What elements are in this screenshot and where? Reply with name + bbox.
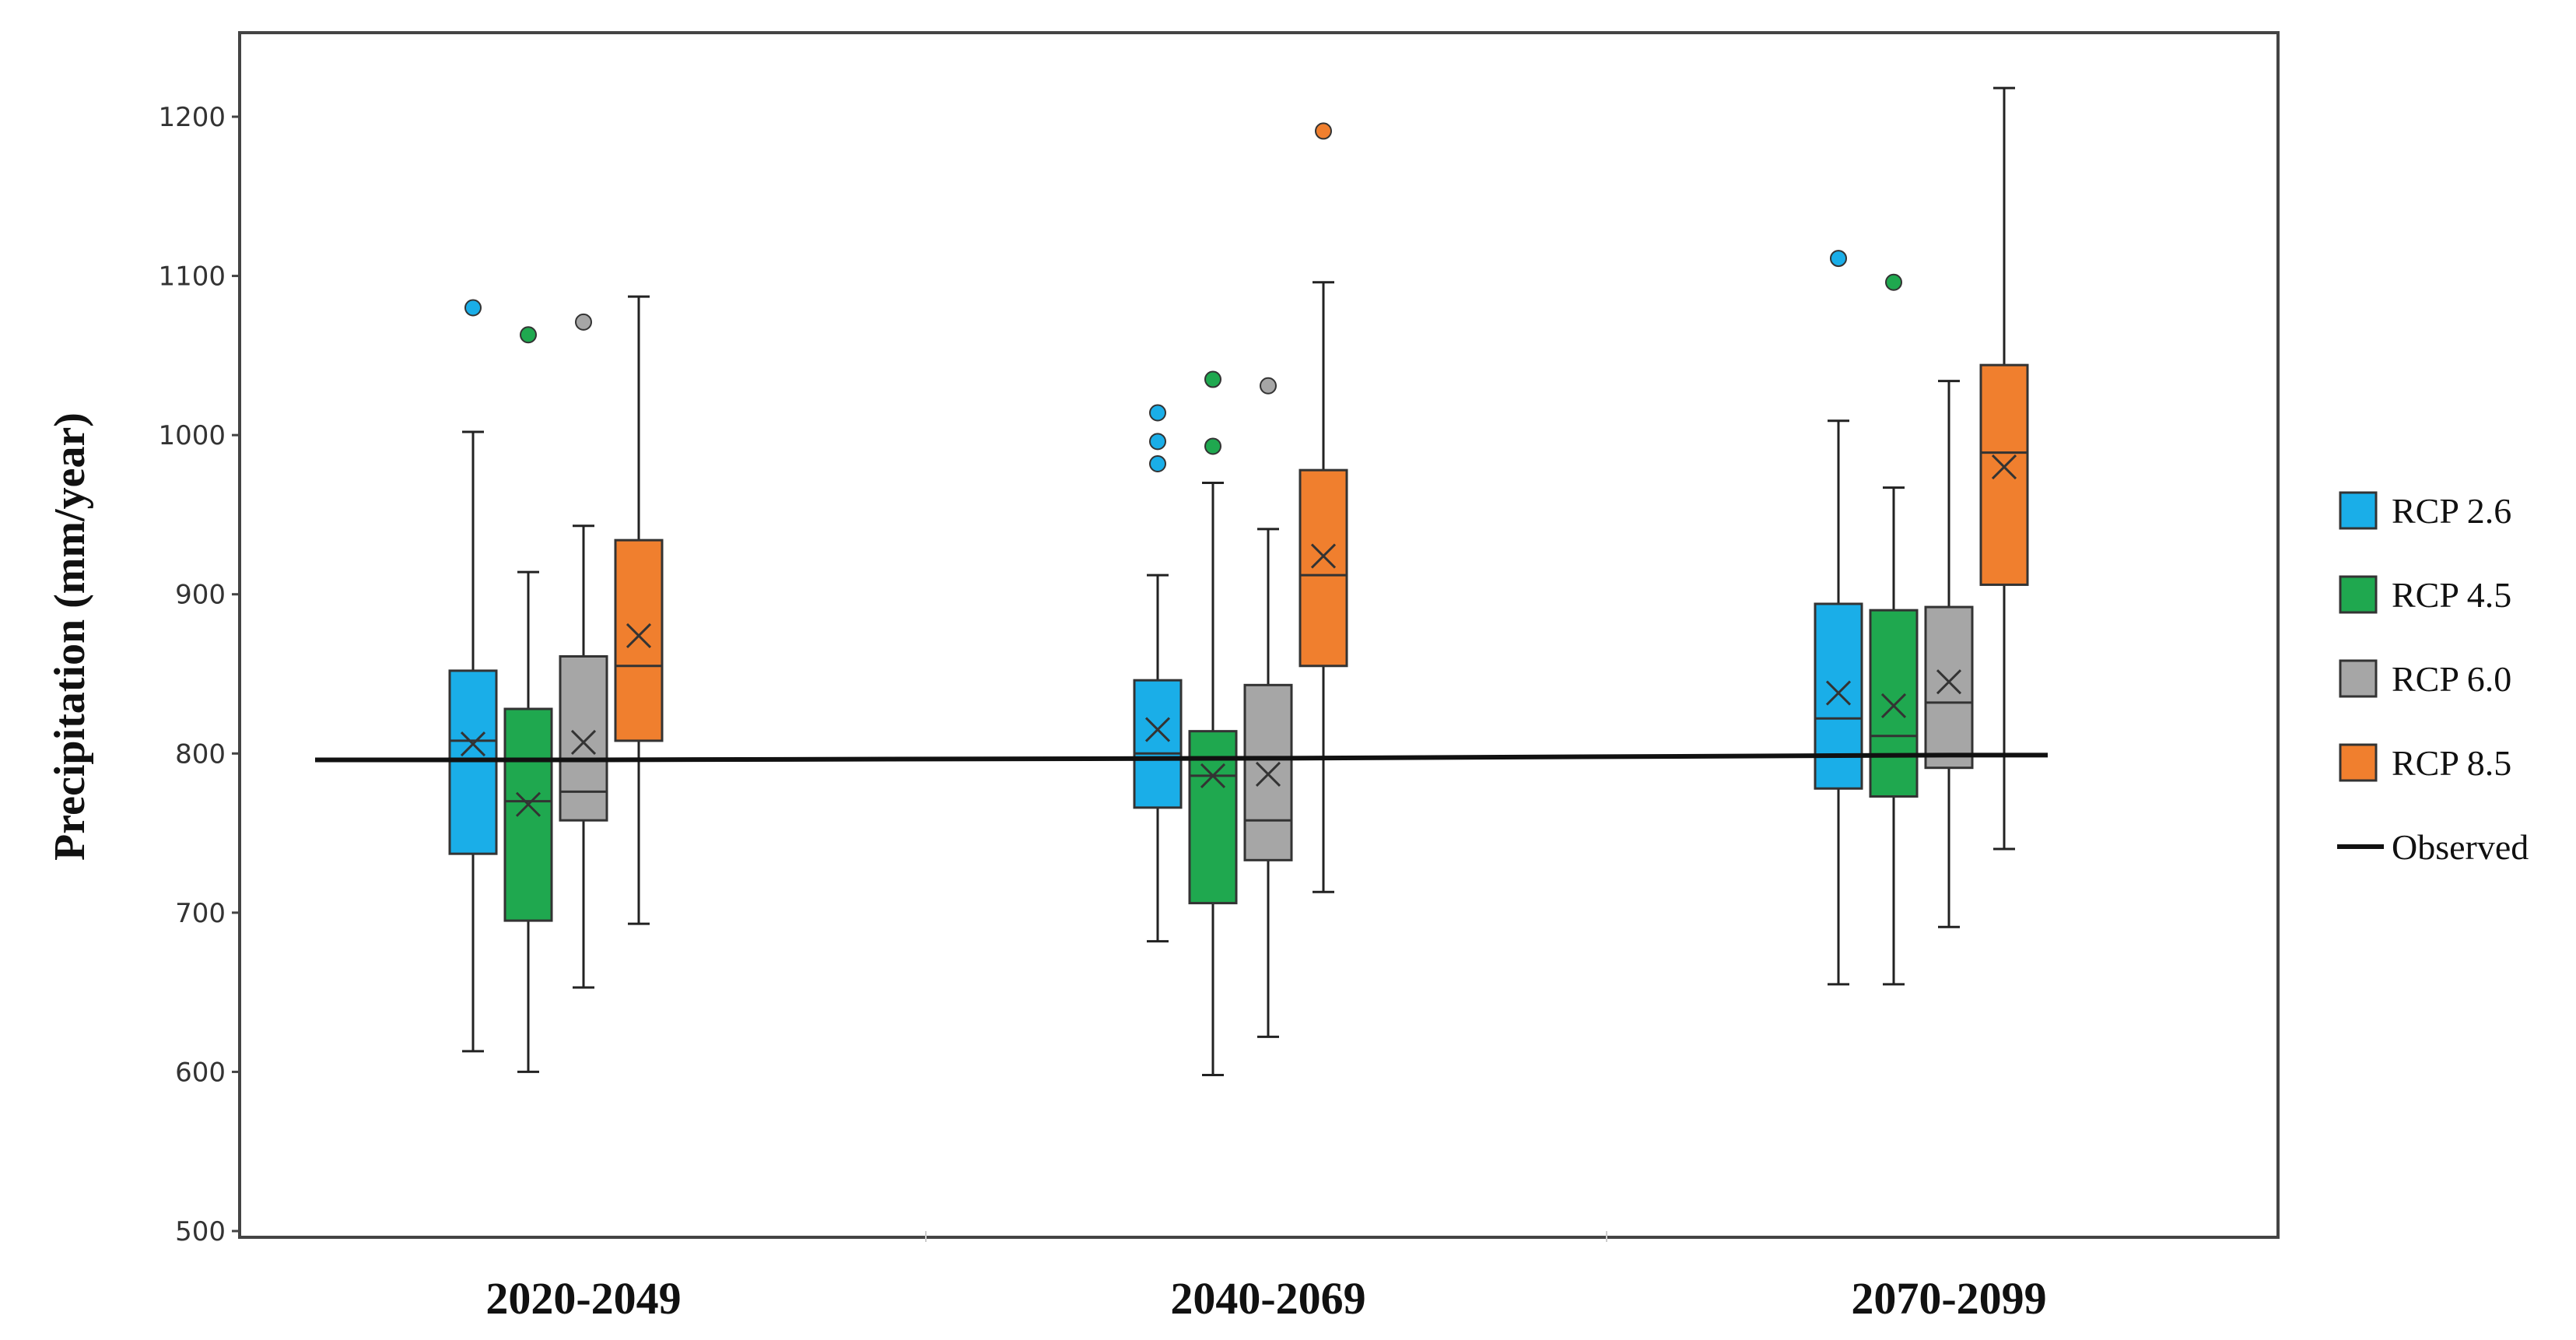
iqr-box <box>448 669 498 855</box>
y-tick-label: 1200 <box>158 102 226 133</box>
iqr-box <box>559 654 608 822</box>
box-rcp85-2040-2069 <box>1299 122 1348 893</box>
mean-marker <box>1936 669 1962 695</box>
legend-label: RCP 4.5 <box>2392 575 2511 615</box>
iqr-box <box>1979 363 2029 586</box>
observed-line <box>315 752 2048 763</box>
box-rcp60-2020-2049 <box>559 313 608 989</box>
outlier-point <box>1204 370 1221 388</box>
y-tick-label: 600 <box>175 1057 226 1088</box>
iqr-box <box>1814 602 1863 790</box>
y-tick-label: 700 <box>175 898 226 929</box>
mean-marker <box>1880 693 1907 718</box>
legend-swatch-rcp26 <box>2339 491 2378 530</box>
iqr-box <box>614 538 664 742</box>
box-rcp45-2070-2099 <box>1869 273 1919 986</box>
mean-marker <box>1144 717 1171 742</box>
iqr-box <box>1243 683 1293 861</box>
legend-swatch-rcp45 <box>2339 575 2378 614</box>
box-rcp85-2070-2099 <box>1979 86 2029 851</box>
mean-marker <box>1310 543 1337 569</box>
y-tick-label: 1100 <box>158 261 226 293</box>
iqr-box <box>1133 679 1183 809</box>
mean-marker <box>1255 761 1281 787</box>
y-tick-label: 800 <box>175 738 226 770</box>
outlier-point <box>1204 437 1221 455</box>
box-rcp26-2020-2049 <box>448 299 498 1053</box>
legend: RCP 2.6 RCP 4.5 RCP 6.0 RCP 8.5 Observed <box>2337 491 2529 867</box>
box-rcp85-2020-2049 <box>614 295 664 925</box>
legend-label: RCP 6.0 <box>2392 659 2511 699</box>
legend-swatch-rcp85 <box>2339 743 2378 782</box>
outlier-point <box>464 299 482 317</box>
outlier-point <box>1315 122 1332 140</box>
mean-marker <box>1200 763 1226 788</box>
x-category-label: 2020-2049 <box>485 1273 681 1324</box>
y-tick-label: 1000 <box>158 420 226 451</box>
outlier-point <box>1149 404 1166 422</box>
mean-marker <box>460 731 486 757</box>
box-series-group <box>448 86 2029 1077</box>
legend-label: RCP 8.5 <box>2392 743 2511 783</box>
legend-swatch-rcp60 <box>2339 659 2378 698</box>
observed-line-group <box>315 752 2048 763</box>
x-category-label: 2040-2069 <box>1170 1273 1365 1324</box>
outlier-point <box>1885 273 1902 291</box>
mean-marker <box>570 729 597 756</box>
iqr-box <box>1924 605 1974 770</box>
box-rcp26-2040-2069 <box>1133 404 1183 943</box>
legend-label: Observed <box>2392 827 2529 867</box>
mean-marker <box>626 623 652 648</box>
box-rcp60-2040-2069 <box>1243 377 1293 1038</box>
outlier-point <box>1149 454 1166 472</box>
x-axis: 2020-2049 2040-2069 2070-2099 <box>485 1231 2047 1324</box>
outlier-point <box>1149 433 1166 451</box>
mean-marker <box>1991 454 2017 480</box>
y-axis-label: Precipitation (mm/year) <box>46 412 94 861</box>
y-tick-label: 900 <box>175 580 226 611</box>
mean-marker <box>1825 680 1852 706</box>
legend-label: RCP 2.6 <box>2392 491 2511 531</box>
outlier-point <box>520 326 537 344</box>
box-rcp45-2020-2049 <box>503 326 553 1073</box>
iqr-box <box>1299 468 1348 668</box>
y-tick-label: 500 <box>175 1216 226 1247</box>
outlier-point <box>1260 377 1277 395</box>
iqr-box <box>1869 609 1919 798</box>
outlier-point <box>575 313 592 331</box>
x-category-label: 2070-2099 <box>1851 1273 2046 1324</box>
outlier-point <box>1830 250 1847 268</box>
mean-marker <box>515 791 541 817</box>
iqr-box <box>503 707 553 922</box>
box-rcp60-2070-2099 <box>1924 380 1974 928</box>
plot-area-frame <box>238 31 2280 1239</box>
y-axis: 500 600 700 800 900 1000 1100 1200 <box>158 102 240 1247</box>
